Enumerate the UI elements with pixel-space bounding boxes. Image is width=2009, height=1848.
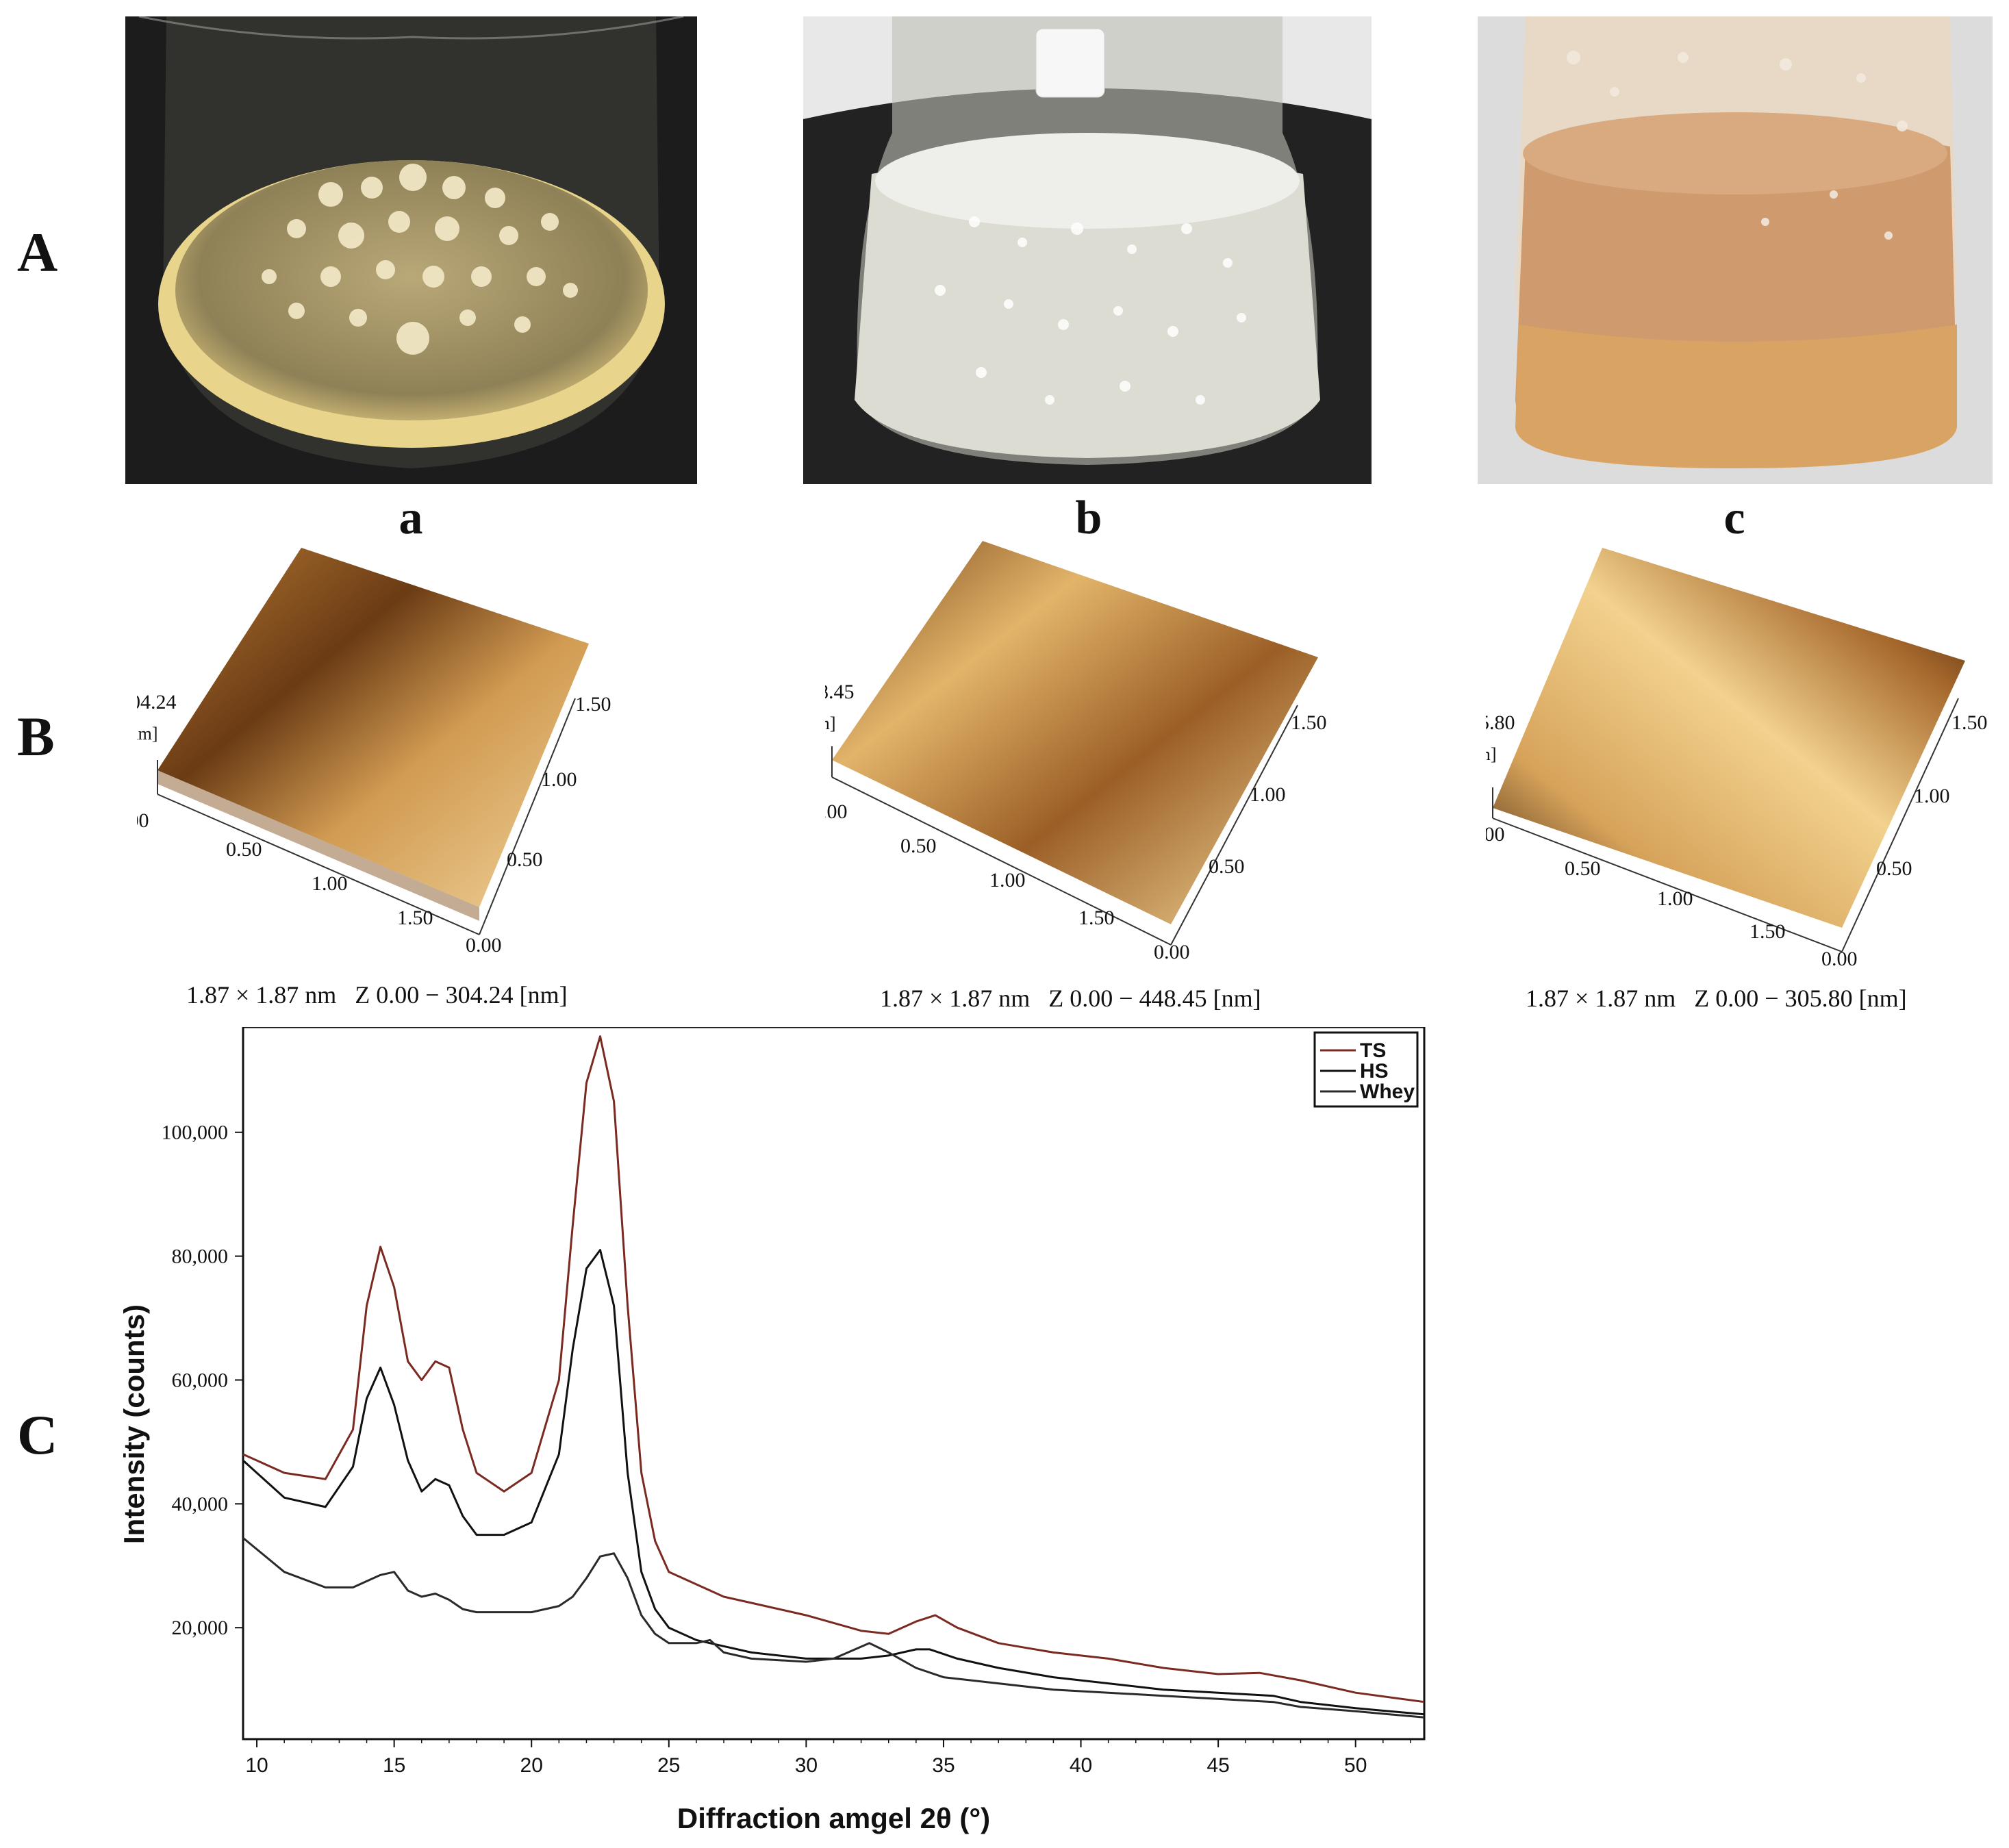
afm-tick-right-b-2: 1.00 — [1250, 783, 1286, 806]
flask-photo-c — [1478, 16, 1993, 484]
afm-tick-right-b-1: 0.50 — [1209, 855, 1245, 878]
afm-caption-c: 1.87 × 1.87 nm Z 0.00 − 305.80 [nm] — [1526, 985, 1907, 1012]
flask-photo-a — [125, 16, 697, 484]
afm-panel-a: 304.24 [nm] 0.00 0.50 1.00 1.50 0.00 0.5… — [113, 541, 630, 965]
x-tick-label: 45 — [1206, 1754, 1229, 1777]
sub-label-b: b — [1075, 492, 1102, 544]
afm-tick-left-a-3: 1.50 — [397, 907, 433, 929]
afm-surface-a — [157, 548, 589, 907]
afm-tick-left-c-0: 0.00 — [1486, 823, 1505, 846]
afm-tick-left-a-1: 0.50 — [226, 838, 262, 861]
afm-zmax-c: 305.80 — [1486, 711, 1515, 734]
legend-label-ts: TS — [1360, 1039, 1386, 1062]
afm-zmax-a: 304.24 — [137, 691, 177, 713]
y-tick-label: 80,000 — [172, 1245, 229, 1268]
x-tick-label: 35 — [932, 1754, 955, 1777]
afm-tick-left-b-3: 1.50 — [1078, 907, 1115, 929]
sub-label-c: c — [1723, 492, 1745, 544]
row-label-c: C — [17, 1404, 58, 1466]
row-label-b: B — [17, 705, 55, 768]
afm-tick-left-b-1: 0.50 — [900, 835, 937, 857]
series-line-whey — [242, 1536, 1425, 1719]
flask-photo-b — [803, 16, 1372, 484]
x-tick-label: 20 — [520, 1754, 543, 1777]
afm-tick-right-c-2: 1.00 — [1914, 785, 1950, 807]
afm-caption-a: 1.87 × 1.87 nm Z 0.00 − 304.24 [nm] — [186, 981, 568, 1009]
afm-panel-c: 305.80 [nm] 0.00 0.50 1.00 1.50 0.00 0.5… — [1458, 548, 1993, 972]
series-line-hs — [242, 1249, 1425, 1716]
afm-tick-left-c-1: 0.50 — [1565, 857, 1601, 880]
legend-label-hs: HS — [1360, 1060, 1389, 1083]
x-tick-label: 15 — [383, 1754, 405, 1777]
afm-tick-left-c-3: 1.50 — [1749, 920, 1786, 943]
y-axis-title: Intensity (counts) — [123, 1304, 150, 1544]
afm-tick-right-b-0: 0.00 — [1154, 941, 1190, 963]
afm-zmax-b: 448.45 — [825, 681, 855, 703]
afm-tick-right-b-3: 1.50 — [1291, 711, 1327, 734]
afm-surface-b — [832, 541, 1318, 924]
y-tick-label: 100,000 — [162, 1122, 229, 1144]
afm-zunit-b: [nm] — [825, 713, 836, 733]
afm-zunit-c: [nm] — [1486, 744, 1497, 764]
afm-tick-left-a-2: 1.00 — [312, 872, 348, 895]
afm-caption-b: 1.87 × 1.87 nm Z 0.00 − 448.45 [nm] — [880, 985, 1261, 1012]
afm-tick-left-b-2: 1.00 — [989, 869, 1026, 891]
afm-tick-left-b-0: 0.00 — [825, 800, 848, 823]
afm-tick-right-c-0: 0.00 — [1821, 948, 1858, 970]
afm-tick-left-c-2: 1.00 — [1657, 887, 1693, 910]
x-tick-label: 50 — [1344, 1754, 1367, 1777]
afm-tick-right-a-0: 0.00 — [466, 934, 502, 957]
legend-label-whey: Whey — [1360, 1080, 1415, 1103]
y-tick-label: 40,000 — [172, 1493, 229, 1515]
afm-zunit-a: [nm] — [137, 724, 158, 744]
x-tick-label: 10 — [245, 1754, 268, 1777]
afm-panel-b: 448.45 [nm] 0.00 0.50 1.00 1.50 0.00 0.5… — [798, 541, 1345, 965]
row-label-a: A — [17, 221, 58, 283]
series-line-ts — [242, 1035, 1425, 1704]
afm-tick-right-c-1: 0.50 — [1876, 857, 1912, 880]
x-axis-title: Diffraction amgel 2θ (°) — [677, 1802, 990, 1834]
afm-tick-right-a-1: 0.50 — [507, 848, 543, 871]
xrd-chart: 10 15 20 25 30 35 40 45 50 20,000 40,000 60,000 80,0… — [123, 1027, 1426, 1834]
afm-tick-right-c-3: 1.50 — [1951, 711, 1988, 734]
x-tick-label: 25 — [657, 1754, 680, 1777]
afm-tick-right-a-3: 1.50 — [575, 693, 611, 716]
x-tick-label: 40 — [1070, 1754, 1092, 1777]
sub-label-a: a — [399, 492, 423, 544]
plot-frame — [242, 1027, 1426, 1741]
legend-box — [1313, 1031, 1419, 1108]
y-tick-label: 20,000 — [172, 1617, 229, 1639]
afm-tick-right-a-2: 1.00 — [541, 768, 577, 791]
afm-surface-c — [1493, 548, 1965, 928]
y-tick-label: 60,000 — [172, 1369, 229, 1391]
x-tick-label: 30 — [795, 1754, 818, 1777]
afm-tick-left-a-0: 0.00 — [137, 809, 149, 832]
